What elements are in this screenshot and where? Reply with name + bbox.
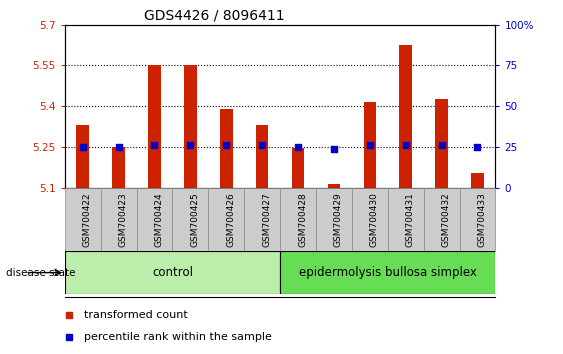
- Bar: [459, 188, 495, 251]
- Bar: [424, 188, 459, 251]
- Bar: [364, 102, 376, 188]
- Text: GDS4426 / 8096411: GDS4426 / 8096411: [144, 9, 284, 23]
- Bar: [435, 99, 448, 188]
- Text: control: control: [152, 266, 193, 279]
- Text: GSM700423: GSM700423: [119, 192, 128, 247]
- Bar: [65, 251, 280, 294]
- Bar: [280, 188, 316, 251]
- Bar: [137, 188, 172, 251]
- Bar: [256, 125, 269, 188]
- Point: [114, 144, 123, 150]
- Point: [222, 142, 231, 148]
- Bar: [208, 188, 244, 251]
- Bar: [184, 65, 196, 188]
- Point: [186, 142, 195, 148]
- Point: [365, 142, 374, 148]
- Point: [150, 142, 159, 148]
- Bar: [471, 173, 484, 188]
- Text: GSM700426: GSM700426: [226, 192, 235, 247]
- Point: [258, 142, 267, 148]
- Bar: [244, 188, 280, 251]
- Text: GSM700427: GSM700427: [262, 192, 271, 247]
- Text: GSM700433: GSM700433: [477, 192, 486, 247]
- Text: GSM700430: GSM700430: [370, 192, 379, 247]
- Text: GSM700428: GSM700428: [298, 192, 307, 247]
- Point: [401, 142, 410, 148]
- Bar: [65, 188, 101, 251]
- Bar: [77, 125, 89, 188]
- Point: [329, 146, 338, 152]
- Bar: [148, 65, 161, 188]
- Text: percentile rank within the sample: percentile rank within the sample: [84, 332, 272, 342]
- Bar: [101, 188, 137, 251]
- Text: GSM700432: GSM700432: [441, 192, 450, 247]
- Bar: [388, 188, 424, 251]
- Bar: [292, 148, 305, 188]
- Bar: [316, 188, 352, 251]
- Bar: [112, 147, 125, 188]
- Text: transformed count: transformed count: [84, 310, 188, 320]
- Text: GSM700429: GSM700429: [334, 192, 343, 247]
- Bar: [172, 188, 208, 251]
- Point: [78, 144, 87, 150]
- Text: GSM700431: GSM700431: [406, 192, 415, 247]
- Text: epidermolysis bullosa simplex: epidermolysis bullosa simplex: [299, 266, 477, 279]
- Point: [473, 144, 482, 150]
- Point: [293, 144, 302, 150]
- Point: [437, 142, 446, 148]
- Bar: [280, 251, 495, 294]
- Bar: [399, 45, 412, 188]
- Text: GSM700424: GSM700424: [154, 192, 163, 247]
- Bar: [220, 109, 233, 188]
- Text: disease state: disease state: [6, 268, 75, 278]
- Bar: [352, 188, 388, 251]
- Text: GSM700425: GSM700425: [190, 192, 199, 247]
- Text: GSM700422: GSM700422: [83, 192, 92, 247]
- Bar: [328, 183, 340, 188]
